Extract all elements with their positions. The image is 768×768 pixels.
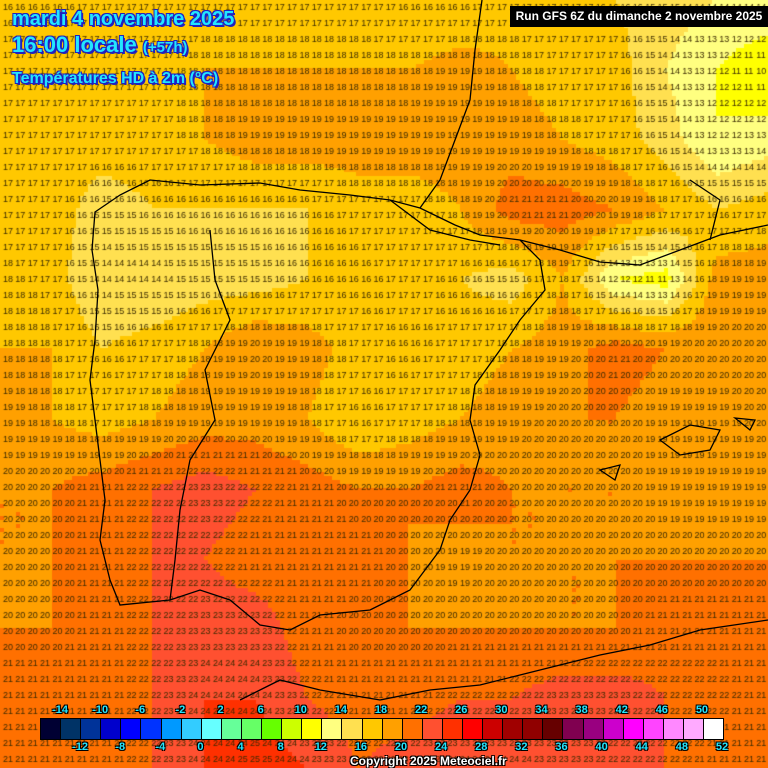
legend-label: -2 [175, 704, 186, 716]
legend-label: 14 [334, 704, 347, 716]
legend-swatch [282, 719, 303, 739]
legend-label: 4 [237, 741, 244, 753]
france-atlantic-coast [419, 0, 483, 209]
legend-label: 48 [675, 741, 688, 753]
legend-swatch [422, 719, 443, 739]
legend-swatch [81, 719, 102, 739]
france-mediterranean-coast [519, 224, 768, 266]
model-run-label: Run GFS 6Z du dimanche 2 novembre 2025 [510, 6, 768, 27]
legend-swatch [623, 719, 644, 739]
legend-swatch [442, 719, 463, 739]
legend-label: 42 [615, 704, 628, 716]
legend-swatch [101, 719, 122, 739]
legend-label: 44 [635, 741, 648, 753]
legend-swatch [302, 719, 323, 739]
corsica-sardinia [689, 179, 721, 241]
legend-label: 10 [294, 704, 307, 716]
legend-swatch [262, 719, 283, 739]
legend-label: 36 [555, 741, 568, 753]
legend-label: 40 [595, 741, 608, 753]
legend-label: 22 [414, 704, 428, 716]
legend-label: 34 [535, 704, 548, 716]
balearic-menorca [732, 417, 757, 432]
legend-label: 18 [374, 704, 388, 716]
legend-label: 46 [655, 704, 668, 716]
legend-swatch [382, 719, 403, 739]
legend-swatch [663, 719, 684, 739]
legend-swatch [121, 719, 142, 739]
legend-label: -14 [52, 704, 68, 716]
legend-swatch [483, 719, 504, 739]
legend-label: 50 [695, 704, 709, 716]
legend-swatch [523, 719, 544, 739]
legend-label: 16 [354, 741, 368, 753]
legend-label: -4 [155, 741, 166, 753]
legend-label: 12 [314, 741, 327, 753]
variable-title: Températures HD à 2m (°C) [12, 70, 219, 87]
legend-swatch [61, 719, 82, 739]
iberia-coast [89, 179, 546, 631]
balearic-ibiza [598, 464, 621, 482]
legend-swatch [221, 719, 242, 739]
legend-swatch [342, 719, 363, 739]
legend-label: -12 [72, 741, 89, 753]
legend-label: 32 [515, 741, 528, 753]
legend-swatch [41, 719, 62, 739]
legend-swatch [583, 719, 604, 739]
lead-time: (+57h) [142, 39, 188, 56]
legend-swatch [141, 719, 162, 739]
legend-swatch [322, 719, 343, 739]
legend-label: 24 [435, 741, 448, 753]
forecast-date: mardi 4 novembre 2025 [12, 8, 235, 30]
legend-label: 26 [455, 704, 468, 716]
legend-label: 28 [475, 741, 488, 753]
color-scale-legend [40, 718, 724, 740]
legend-swatch [201, 719, 222, 739]
portugal-border [169, 229, 231, 601]
legend-label: -6 [135, 704, 146, 716]
legend-label: 20 [394, 741, 408, 753]
legend-label: 52 [715, 741, 729, 753]
legend-swatch [543, 719, 564, 739]
balearic-majorca [658, 424, 721, 456]
legend-swatch [704, 719, 724, 739]
local-time: 16:00 locale [12, 32, 137, 57]
legend-label: 30 [495, 704, 508, 716]
legend-swatch [563, 719, 584, 739]
legend-swatch [181, 719, 202, 739]
legend-swatch [462, 719, 484, 739]
legend-label: 2 [217, 704, 224, 716]
legend-swatch [402, 719, 423, 739]
legend-label: 8 [277, 741, 284, 753]
legend-label: -8 [115, 741, 126, 753]
legend-swatch [362, 719, 383, 739]
mountain-border [389, 199, 501, 246]
legend-swatch [603, 719, 624, 739]
africa-coast [239, 619, 768, 701]
legend-label: 38 [575, 704, 588, 716]
forecast-time: 16:00 locale (+57h) [12, 32, 187, 61]
legend-swatch [503, 719, 524, 739]
legend-label: 0 [197, 741, 204, 753]
legend-label: 6 [257, 704, 264, 716]
legend-swatch [161, 719, 182, 739]
legend-swatch [241, 719, 263, 739]
legend-swatch [684, 719, 705, 739]
copyright: Copyright 2025 Meteociel.fr [350, 754, 507, 768]
legend-label: -10 [92, 704, 109, 716]
legend-swatch [643, 719, 664, 739]
